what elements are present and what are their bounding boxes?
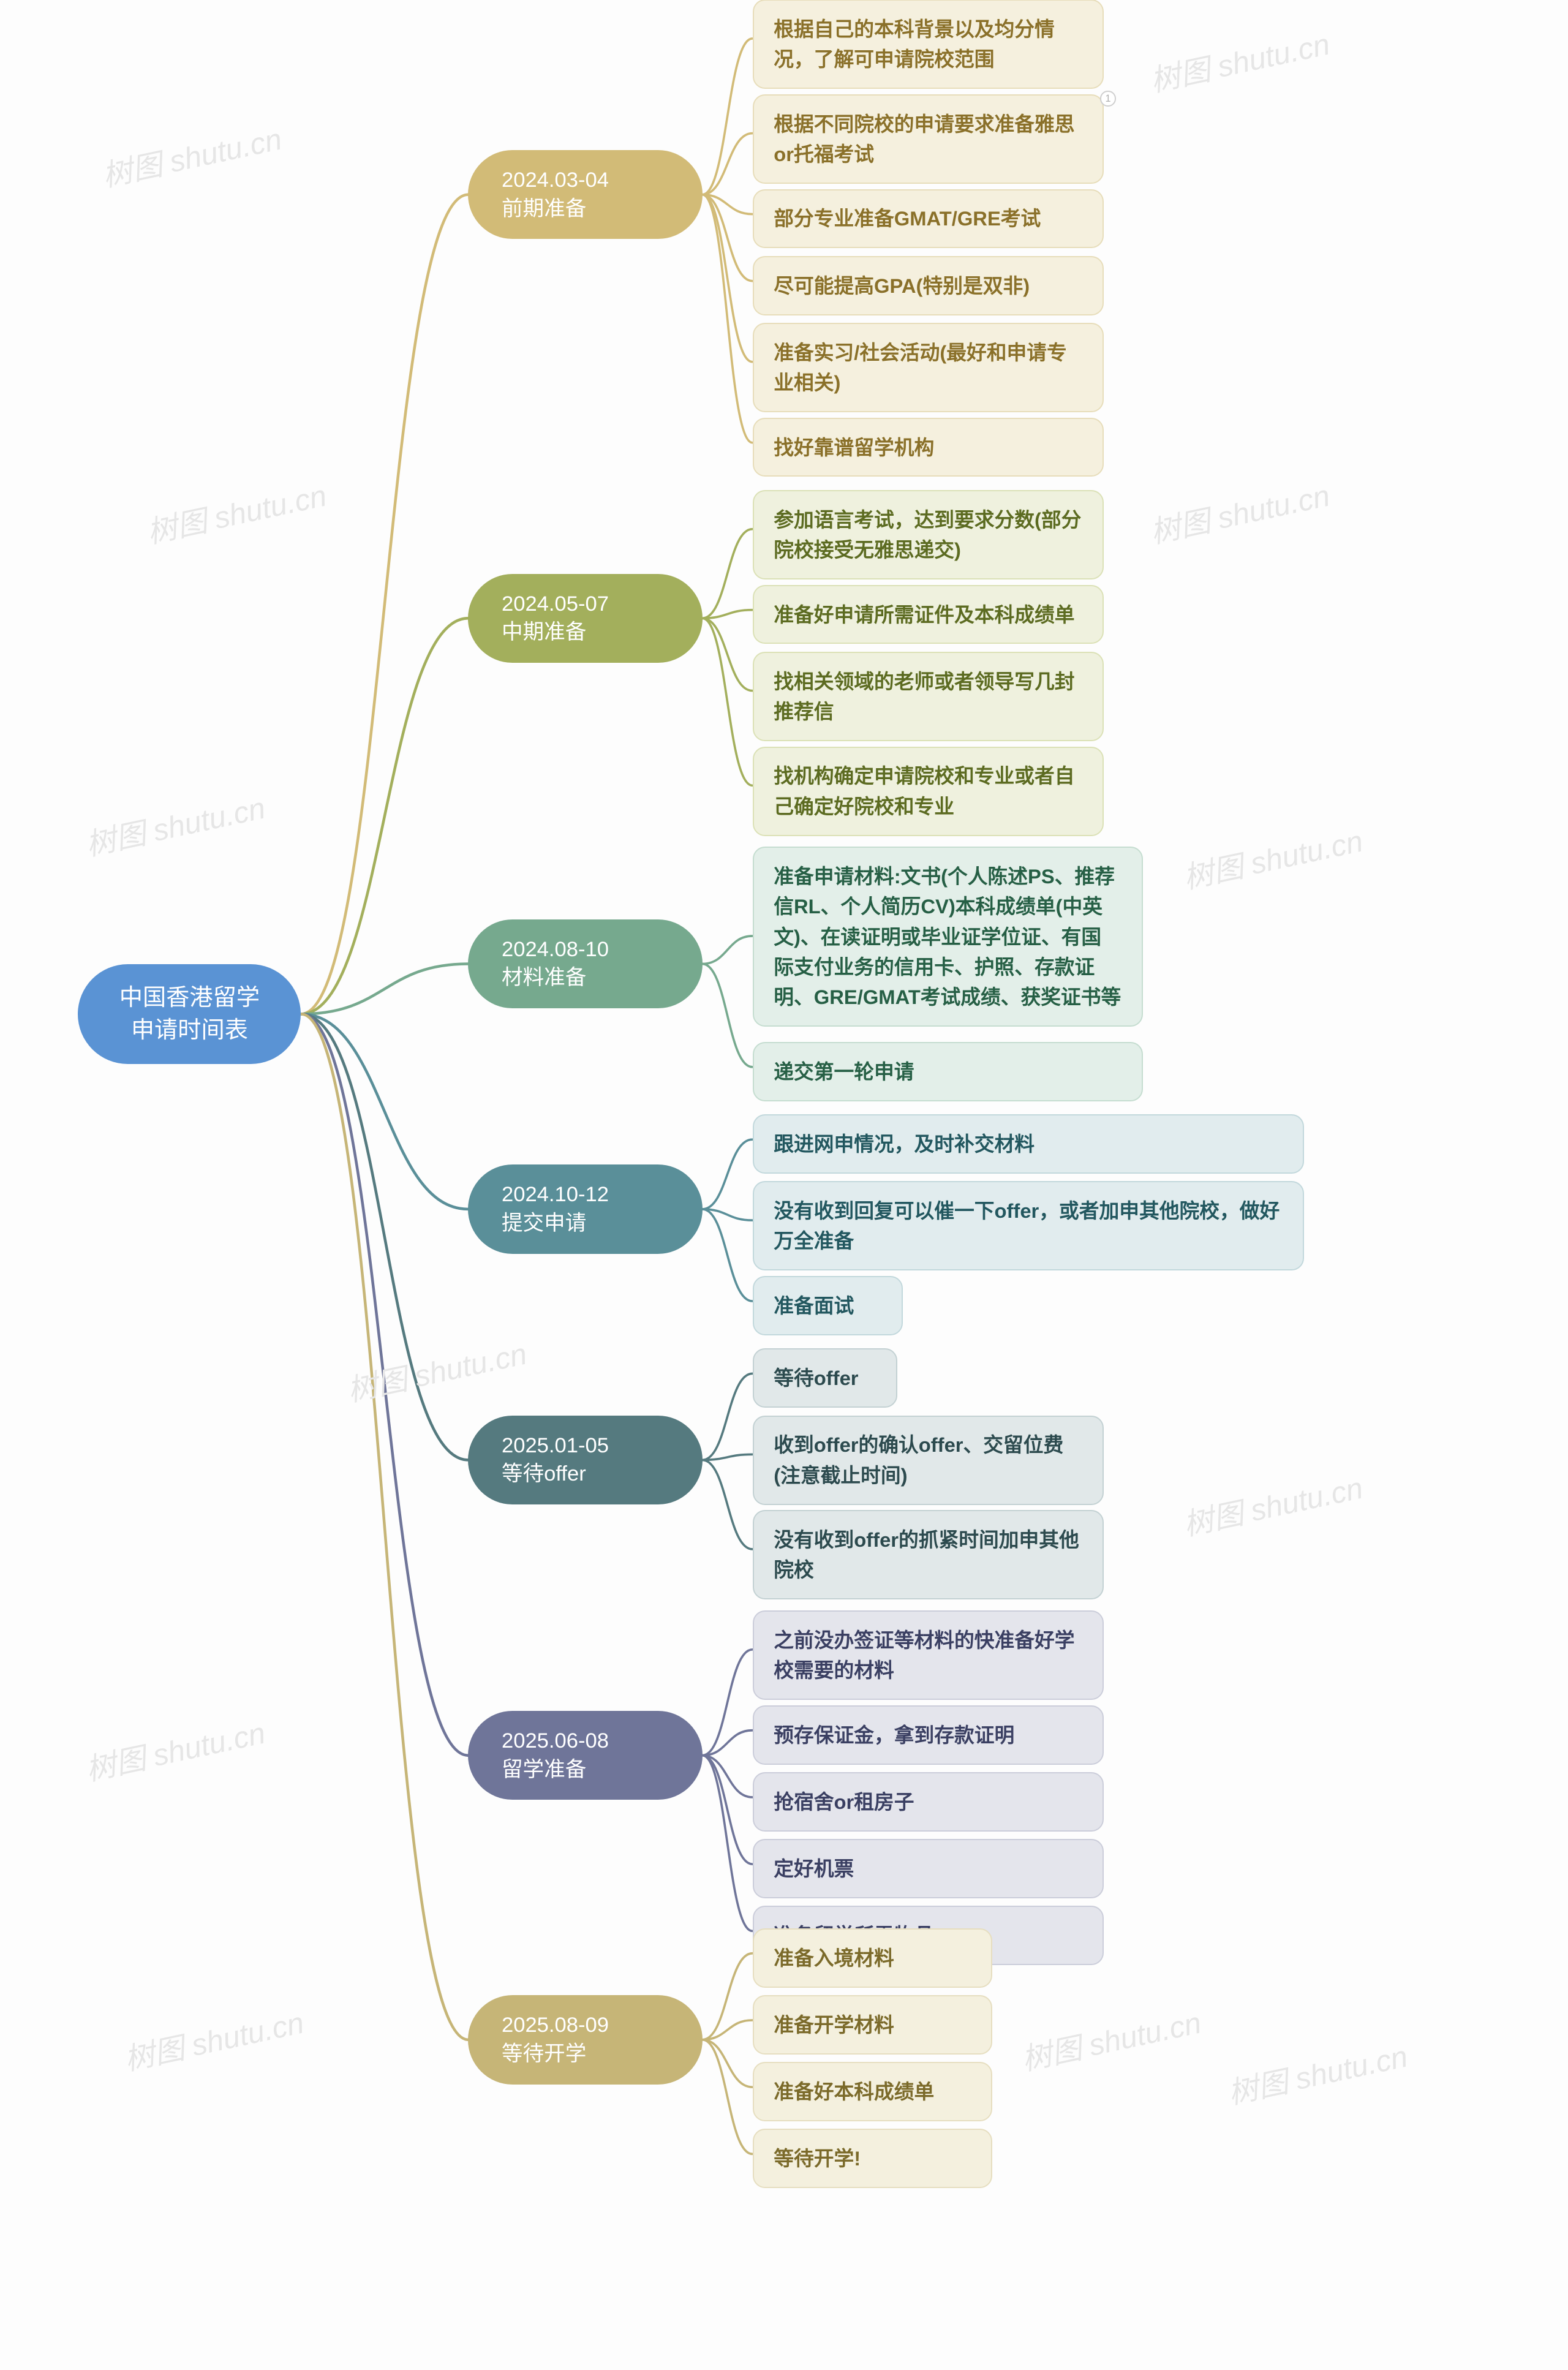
leaf-b1-5[interactable]: 找好靠谱留学机构: [753, 418, 1104, 477]
branch-label: 留学准备: [502, 1756, 586, 1784]
leaf-b3-1[interactable]: 递交第一轮申请: [753, 1042, 1143, 1101]
branch-label: 等待开学: [502, 2040, 586, 2069]
root-title-line2: 申请时间表: [131, 1014, 248, 1047]
leaf-b6-1[interactable]: 预存保证金，拿到存款证明: [753, 1705, 1104, 1765]
leaf-b1-3[interactable]: 尽可能提高GPA(特别是双非): [753, 256, 1104, 315]
watermark: 树图 shutu.cn: [1145, 20, 1333, 100]
leaf-b5-0[interactable]: 等待offer: [753, 1348, 898, 1408]
leaf-b1-1[interactable]: 根据不同院校的申请要求准备雅思or托福考试: [753, 94, 1104, 184]
branch-period: 2024.03-04: [502, 166, 609, 195]
annotation-marker[interactable]: 1: [1100, 91, 1115, 106]
leaf-b1-2[interactable]: 部分专业准备GMAT/GRE考试: [753, 189, 1104, 249]
watermark: 树图 shutu.cn: [142, 472, 330, 552]
watermark: 树图 shutu.cn: [98, 115, 285, 195]
leaf-b2-1[interactable]: 准备好申请所需证件及本科成绩单: [753, 585, 1104, 644]
watermark: 树图 shutu.cn: [1179, 1464, 1366, 1544]
leaf-b2-2[interactable]: 找相关领域的老师或者领导写几封推荐信: [753, 652, 1104, 741]
watermark: 树图 shutu.cn: [343, 1330, 530, 1410]
mindmap-canvas: 中国香港留学 申请时间表 树图 shutu.cn树图 shutu.cn树图 sh…: [0, 0, 1568, 2370]
watermark: 树图 shutu.cn: [1017, 1999, 1205, 2079]
watermark: 树图 shutu.cn: [81, 1709, 268, 1789]
branch-label: 中期准备: [502, 618, 586, 647]
leaf-b6-0[interactable]: 之前没办签证等材料的快准备好学校需要的材料: [753, 1610, 1104, 1700]
watermark: 树图 shutu.cn: [81, 783, 268, 864]
branch-period: 2025.06-08: [502, 1727, 609, 1756]
leaf-b6-2[interactable]: 抢宿舍or租房子: [753, 1772, 1104, 1832]
leaf-b7-0[interactable]: 准备入境材料: [753, 1928, 992, 1988]
watermark: 树图 shutu.cn: [120, 1999, 307, 2079]
branch-period: 2025.01-05: [502, 1432, 609, 1460]
branch-period: 2025.08-09: [502, 2011, 609, 2040]
branch-b1[interactable]: 2024.03-04前期准备: [468, 150, 702, 240]
branch-label: 前期准备: [502, 195, 586, 224]
leaf-b5-2[interactable]: 没有收到offer的抓紧时间加申其他院校: [753, 1510, 1104, 1599]
branch-period: 2024.10-12: [502, 1180, 609, 1209]
leaf-b1-4[interactable]: 准备实习/社会活动(最好和申请专业相关): [753, 323, 1104, 412]
branch-b4[interactable]: 2024.10-12提交申请: [468, 1164, 702, 1254]
leaf-b4-0[interactable]: 跟进网申情况，及时补交材料: [753, 1114, 1305, 1174]
branch-b3[interactable]: 2024.08-10材料准备: [468, 919, 702, 1009]
leaf-b6-3[interactable]: 定好机票: [753, 1839, 1104, 1898]
leaf-b7-2[interactable]: 准备好本科成绩单: [753, 2062, 992, 2121]
leaf-b4-2[interactable]: 准备面试: [753, 1276, 903, 1335]
branch-label: 材料准备: [502, 964, 586, 992]
leaf-b7-1[interactable]: 准备开学材料: [753, 1995, 992, 2055]
leaf-b1-0[interactable]: 根据自己的本科背景以及均分情况，了解可申请院校范围: [753, 0, 1104, 89]
leaf-b2-0[interactable]: 参加语言考试，达到要求分数(部分院校接受无雅思递交): [753, 490, 1104, 579]
branch-b7[interactable]: 2025.08-09等待开学: [468, 1995, 702, 2085]
leaf-b2-3[interactable]: 找机构确定申请院校和专业或者自己确定好院校和专业: [753, 747, 1104, 836]
branch-label: 提交申请: [502, 1209, 586, 1238]
watermark: 树图 shutu.cn: [1179, 817, 1366, 897]
root-node[interactable]: 中国香港留学 申请时间表: [78, 964, 301, 1065]
watermark: 树图 shutu.cn: [1224, 2032, 1411, 2113]
branch-b2[interactable]: 2024.05-07中期准备: [468, 574, 702, 663]
leaf-b3-0[interactable]: 准备申请材料:文书(个人陈述PS、推荐信RL、个人简历CV)本科成绩单(中英文)…: [753, 847, 1143, 1026]
branch-period: 2024.08-10: [502, 935, 609, 964]
branch-b5[interactable]: 2025.01-05等待offer: [468, 1416, 702, 1505]
branch-label: 等待offer: [502, 1460, 586, 1489]
branch-b6[interactable]: 2025.06-08留学准备: [468, 1711, 702, 1800]
branch-period: 2024.05-07: [502, 590, 609, 619]
leaf-b5-1[interactable]: 收到offer的确认offer、交留位费(注意截止时间): [753, 1416, 1104, 1505]
watermark: 树图 shutu.cn: [1145, 472, 1333, 552]
leaf-b4-1[interactable]: 没有收到回复可以催一下offer，或者加申其他院校，做好万全准备: [753, 1181, 1305, 1270]
root-title-line1: 中国香港留学: [119, 981, 260, 1014]
leaf-b7-3[interactable]: 等待开学!: [753, 2129, 992, 2188]
